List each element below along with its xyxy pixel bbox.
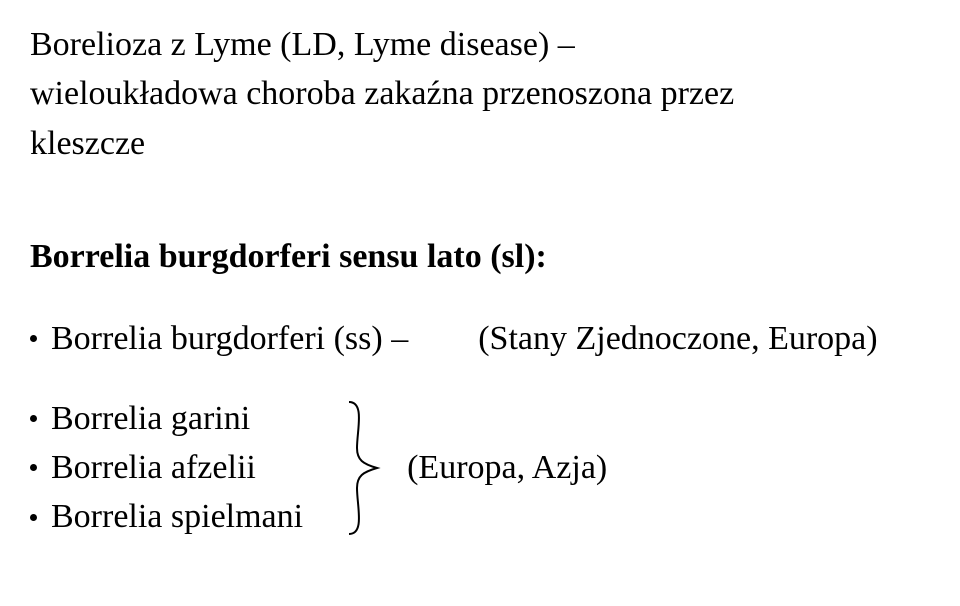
species-row-4: Borrelia spielmani [30,492,303,541]
brace-group: (Europa, Azja) [343,398,607,538]
group-region: (Europa, Azja) [407,449,607,487]
species-row-3: Borrelia afzelii [30,443,303,492]
title-line-3: kleszcze [30,125,145,162]
species-group-list: Borrelia garini Borrelia afzelii Borreli… [30,394,303,542]
species-row-1: Borrelia burgdorferi (ss) – (Stany Zjedn… [30,320,930,358]
species-name-4: Borrelia spielmani [51,492,303,541]
bullet-icon [30,464,37,471]
species-header: Borrelia burgdorferi sensu lato (sl): [30,238,930,276]
slide: Borelioza z Lyme (LD, Lyme disease) – wi… [0,0,960,606]
bullet-icon [30,335,37,342]
species-row-2: Borrelia garini [30,394,303,443]
species-region-1: (Stany Zjednoczone, Europa) [478,320,877,358]
species-name-1: Borrelia burgdorferi (ss) – [51,320,408,358]
title-line-2: wieloukładowa choroba zakaźna przenoszon… [30,75,734,112]
title-line-1: Borelioza z Lyme (LD, Lyme disease) – [30,26,575,63]
species-name-3: Borrelia afzelii [51,443,256,492]
title-block: Borelioza z Lyme (LD, Lyme disease) – wi… [30,20,930,168]
species-name-2: Borrelia garini [51,394,250,443]
bullet-icon [30,514,37,521]
curly-brace-icon [343,398,383,538]
bullet-icon [30,415,37,422]
species-group: Borrelia garini Borrelia afzelii Borreli… [30,394,930,542]
